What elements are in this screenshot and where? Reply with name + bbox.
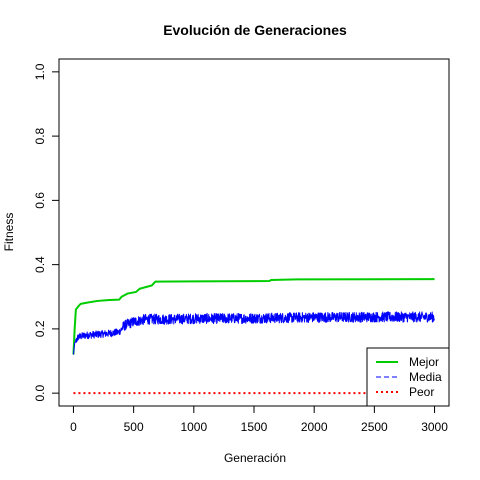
legend-label: Peor	[409, 385, 434, 399]
y-axis-label: Fitness	[2, 213, 16, 252]
x-tick-label: 500	[124, 420, 144, 434]
plot-frame	[58, 58, 450, 407]
series-line-mejor	[72, 278, 435, 355]
y-tick-label: 0.0	[33, 384, 47, 401]
y-tick-label: 0.2	[33, 320, 47, 337]
x-tick-label: 1500	[241, 420, 268, 434]
y-tick-label: 0.8	[33, 127, 47, 144]
x-axis-label: Generación	[224, 451, 286, 465]
x-axis: 0 500 1000 1500 2000 2500 3000	[70, 405, 448, 434]
x-tick-label: 3000	[421, 420, 448, 434]
chart-title: Evolución de Generaciones	[163, 22, 347, 38]
y-tick-label: 0.6	[33, 192, 47, 209]
x-tick-label: 2500	[361, 420, 388, 434]
y-tick-label: 1.0	[33, 63, 47, 80]
legend-label: Mejor	[409, 355, 439, 369]
y-axis: 0.0 0.2 0.4 0.6 0.8 1.0	[33, 63, 60, 401]
x-tick-label: 2000	[301, 420, 328, 434]
legend-label: Media	[409, 370, 442, 384]
x-tick-label: 0	[70, 420, 77, 434]
y-tick-label: 0.4	[33, 256, 47, 273]
series-line-media	[72, 311, 436, 355]
x-tick-label: 1000	[180, 420, 207, 434]
